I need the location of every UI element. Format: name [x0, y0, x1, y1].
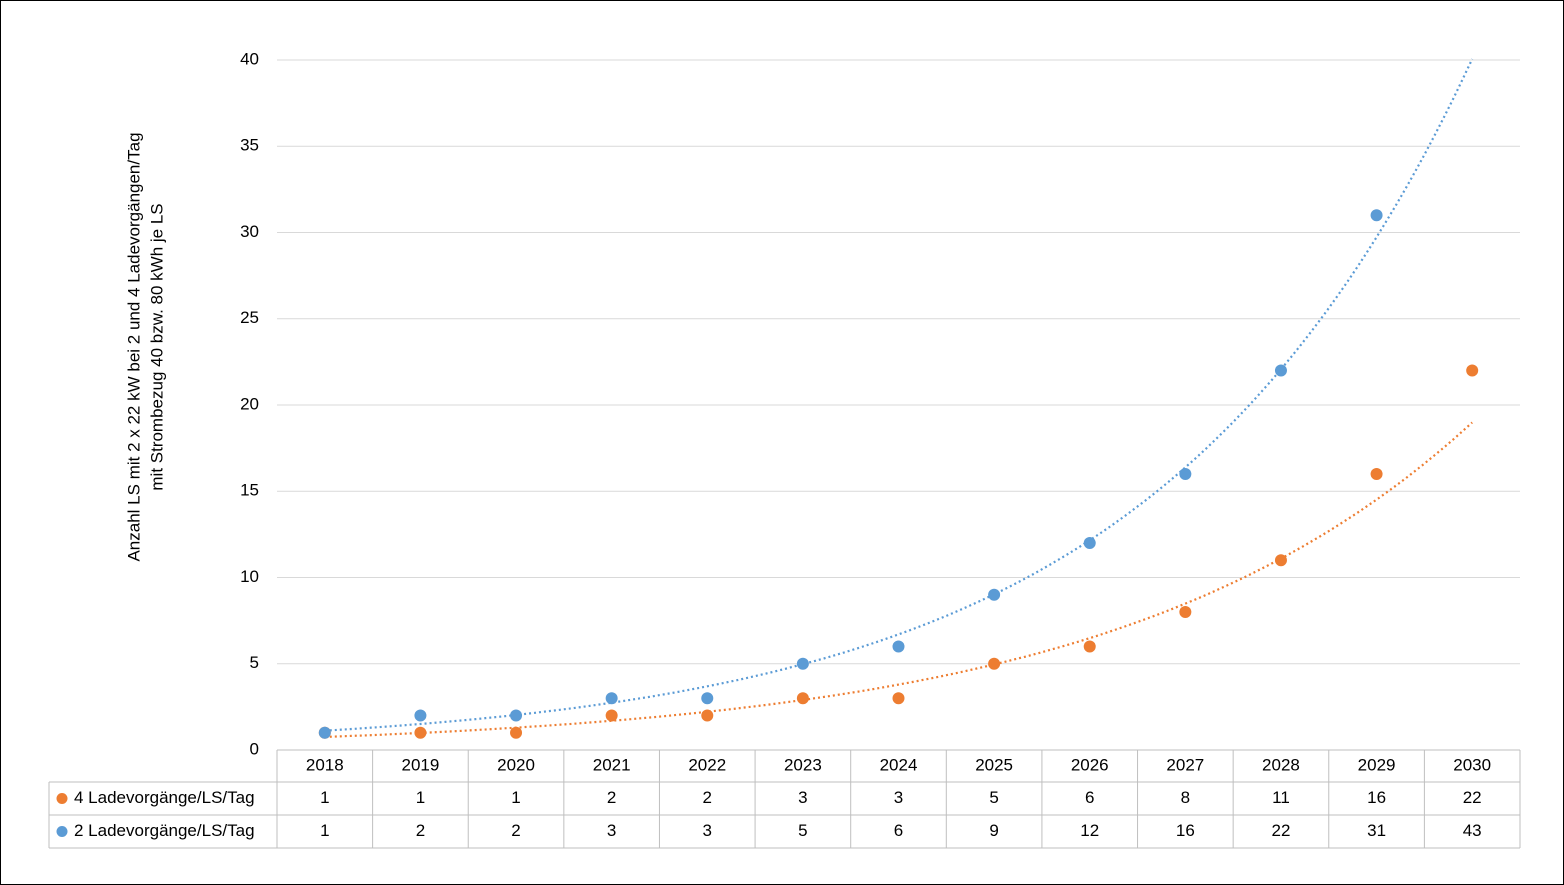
table-value: 6 [1085, 788, 1094, 807]
data-point [605, 692, 618, 705]
y-tick-label: 30 [240, 222, 259, 241]
x-tick-label: 2029 [1358, 755, 1396, 774]
data-point [1274, 554, 1287, 567]
data-point [796, 692, 809, 705]
legend-marker [56, 793, 68, 804]
table-value: 2 [703, 788, 712, 807]
data-point [701, 692, 714, 705]
table-value: 3 [798, 788, 807, 807]
y-axis-title-line: mit Strombezug 40 bzw. 80 kWh je LS [147, 203, 166, 490]
table-value: 2 [511, 821, 520, 840]
table-value: 3 [703, 821, 712, 840]
data-point [510, 709, 523, 722]
data-point [1083, 640, 1096, 653]
table-value: 1 [416, 788, 425, 807]
y-axis-title-line: Anzahl LS mit 2 x 22 kW bei 2 und 4 Lade… [124, 132, 143, 561]
table-value: 12 [1080, 821, 1099, 840]
table-value: 3 [607, 821, 616, 840]
y-tick-label: 35 [240, 136, 259, 155]
y-tick-label: 10 [240, 567, 259, 586]
legend-label: 4 Ladevorgänge/LS/Tag [74, 788, 255, 807]
x-tick-label: 2026 [1071, 755, 1109, 774]
data-point [988, 657, 1001, 670]
x-tick-label: 2018 [306, 755, 344, 774]
data-point [988, 588, 1001, 601]
x-tick-label: 2024 [880, 755, 918, 774]
legend-marker [56, 826, 68, 837]
data-point [1370, 468, 1383, 480]
data-point [796, 657, 809, 670]
data-point [892, 640, 905, 653]
y-tick-label: 40 [240, 49, 259, 68]
table-value: 1 [320, 821, 329, 840]
table-value: 43 [1463, 821, 1482, 840]
y-tick-label: 20 [240, 394, 259, 413]
data-point [1370, 209, 1383, 222]
y-tick-label: 25 [240, 308, 259, 327]
table-value: 16 [1176, 821, 1195, 840]
y-tick-label: 15 [240, 481, 259, 500]
data-point [892, 692, 905, 705]
x-tick-label: 2020 [497, 755, 535, 774]
data-point [510, 726, 523, 739]
data-point [318, 726, 331, 739]
table-value: 5 [989, 788, 998, 807]
table-value: 31 [1367, 821, 1386, 840]
x-tick-label: 2019 [402, 755, 440, 774]
x-tick-label: 2028 [1262, 755, 1300, 774]
data-point [701, 709, 714, 722]
x-tick-label: 2021 [593, 755, 631, 774]
data-point [414, 726, 427, 739]
legend-label: 2 Ladevorgänge/LS/Tag [74, 821, 255, 840]
table-value: 1 [511, 788, 520, 807]
table-value: 3 [894, 788, 903, 807]
plot-area [318, 58, 1479, 739]
x-tick-label: 2023 [784, 755, 822, 774]
table-value: 8 [1181, 788, 1190, 807]
data-point [1274, 364, 1287, 377]
data-point [1179, 606, 1192, 618]
data-point [1083, 537, 1096, 549]
data-point [605, 709, 618, 722]
table-value: 5 [798, 821, 807, 840]
y-tick-label: 5 [250, 653, 259, 672]
table-value: 16 [1367, 788, 1386, 807]
table-value: 2 [607, 788, 616, 807]
table-value: 9 [989, 821, 998, 840]
data-point [1466, 364, 1479, 377]
x-tick-label: 2030 [1453, 755, 1491, 774]
data-point [414, 709, 427, 722]
table-value: 22 [1463, 788, 1482, 807]
table-value: 11 [1272, 788, 1290, 807]
y-axis-title: Anzahl LS mit 2 x 22 kW bei 2 und 4 Lade… [124, 132, 166, 561]
table-value: 22 [1272, 821, 1291, 840]
table-value: 6 [894, 821, 903, 840]
y-tick-label: 0 [250, 739, 259, 758]
x-tick-label: 2022 [688, 755, 726, 774]
table-value: 2 [416, 821, 425, 840]
table-value: 1 [320, 788, 329, 807]
data-point [1179, 468, 1192, 480]
x-tick-label: 2027 [1166, 755, 1204, 774]
x-tick-label: 2025 [975, 755, 1013, 774]
